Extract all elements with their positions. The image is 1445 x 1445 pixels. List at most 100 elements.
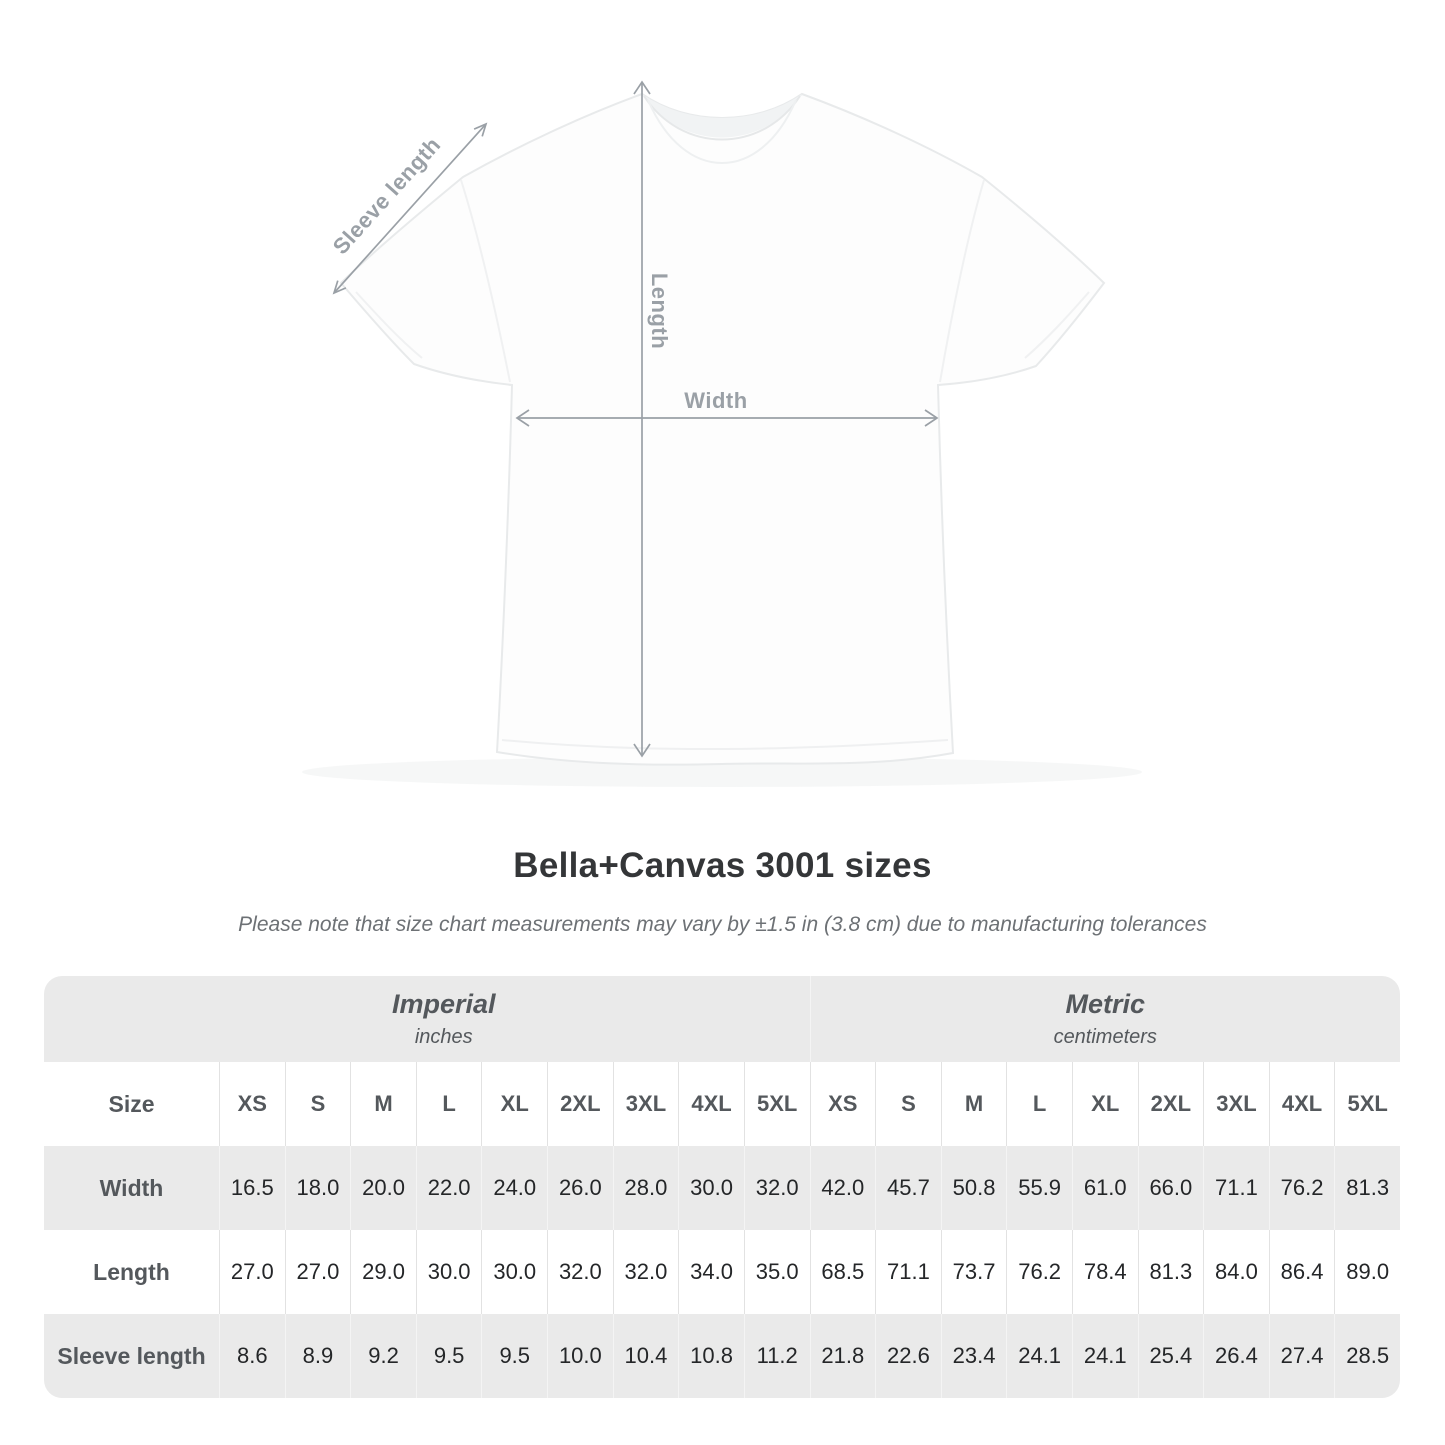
size-col-metric-5xl: 5XL: [1334, 1062, 1400, 1146]
width-metric-3xl: 71.1: [1203, 1146, 1269, 1230]
left-sleeve-seam: [460, 179, 511, 383]
shirt-shadow: [302, 757, 1142, 787]
length-metric-4xl: 86.4: [1268, 1230, 1335, 1314]
size-col-imperial-xs: XS: [219, 1062, 285, 1146]
metric-header: Metric centimeters: [809, 976, 1401, 1062]
size-col-imperial-4xl: 4XL: [678, 1062, 744, 1146]
sleeve-imperial-xs: 8.6: [219, 1314, 285, 1398]
length-imperial-4xl: 34.0: [678, 1230, 744, 1314]
table-row-width: Width 16.5 18.0 20.0 22.0 24.0 26.0 28.0…: [44, 1146, 1400, 1230]
size-col-metric-l: L: [1006, 1062, 1072, 1146]
sleeve-imperial-2xl: 10.0: [547, 1314, 613, 1398]
tshirt-measurement-diagram: Sleeve length Length Width: [302, 80, 1142, 787]
length-imperial-3xl: 32.0: [612, 1230, 679, 1314]
width-metric-5xl: 81.3: [1334, 1146, 1400, 1230]
sleeve-imperial-3xl: 10.4: [612, 1314, 679, 1398]
size-col-imperial-5xl: 5XL: [743, 1062, 810, 1146]
tshirt-graphic: [302, 80, 1142, 787]
sleeve-metric-2xl: 25.4: [1137, 1314, 1204, 1398]
size-header-row: Size XS S M L XL 2XL 3XL 4XL 5XL XS S M …: [44, 1062, 1400, 1146]
left-cuff-stitch: [355, 291, 423, 359]
sleeve-imperial-xl: 9.5: [481, 1314, 547, 1398]
length-metric-5xl: 89.0: [1334, 1230, 1400, 1314]
length-imperial-2xl: 32.0: [547, 1230, 613, 1314]
size-col-imperial-m: M: [350, 1062, 416, 1146]
sleeve-imperial-l: 9.5: [415, 1314, 482, 1398]
corner-label: Size: [108, 1090, 155, 1117]
length-metric-xl: 78.4: [1071, 1230, 1138, 1314]
right-cuff-stitch: [1024, 291, 1090, 359]
width-metric-2xl: 66.0: [1137, 1146, 1204, 1230]
right-sleeve-seam: [939, 179, 985, 383]
sleeve-imperial-5xl: 11.2: [743, 1314, 810, 1398]
row-label-length: Length: [93, 1258, 170, 1285]
size-col-imperial-l: L: [415, 1062, 482, 1146]
row-label-width: Width: [99, 1174, 164, 1201]
unit-header-row: Imperial inches Metric centimeters: [44, 976, 1400, 1062]
width-metric-xl: 61.0: [1071, 1146, 1138, 1230]
width-imperial-4xl: 30.0: [678, 1146, 744, 1230]
collar-seam: [647, 99, 797, 164]
sleeve-length-arrow: [332, 122, 488, 295]
table-row-length: Length 27.0 27.0 29.0 30.0 30.0 32.0 32.…: [44, 1230, 1400, 1314]
width-metric-4xl: 76.2: [1268, 1146, 1335, 1230]
size-col-imperial-xl: XL: [481, 1062, 547, 1146]
sleeve-imperial-4xl: 10.8: [678, 1314, 744, 1398]
sleeve-imperial-m: 9.2: [350, 1314, 416, 1398]
sleeve-metric-3xl: 26.4: [1203, 1314, 1269, 1398]
length-imperial-l: 30.0: [415, 1230, 482, 1314]
size-col-metric-m: M: [940, 1062, 1007, 1146]
width-imperial-xs: 16.5: [219, 1146, 285, 1230]
width-annotation: Width: [684, 388, 748, 413]
width-imperial-xl: 24.0: [481, 1146, 547, 1230]
size-col-metric-4xl: 4XL: [1268, 1062, 1335, 1146]
sleeve-metric-5xl: 28.5: [1334, 1314, 1400, 1398]
size-col-metric-3xl: 3XL: [1203, 1062, 1269, 1146]
length-imperial-xl: 30.0: [481, 1230, 547, 1314]
width-imperial-2xl: 26.0: [547, 1146, 613, 1230]
length-metric-m: 73.7: [940, 1230, 1007, 1314]
size-col-metric-2xl: 2XL: [1137, 1062, 1204, 1146]
length-annotation: Length: [647, 272, 672, 350]
sleeve-metric-l: 24.1: [1006, 1314, 1072, 1398]
sleeve-imperial-s: 8.9: [284, 1314, 351, 1398]
collar-band-top: [643, 95, 801, 141]
size-col-imperial-s: S: [284, 1062, 351, 1146]
size-col-metric-xl: XL: [1071, 1062, 1138, 1146]
page-title: Bella+Canvas 3001 sizes: [513, 846, 932, 885]
width-metric-s: 45.7: [875, 1146, 941, 1230]
width-imperial-5xl: 32.0: [743, 1146, 810, 1230]
sleeve-metric-m: 23.4: [940, 1314, 1007, 1398]
width-imperial-s: 18.0: [284, 1146, 351, 1230]
width-arrow: [515, 409, 939, 427]
sleeve-metric-4xl: 27.4: [1268, 1314, 1335, 1398]
length-imperial-5xl: 35.0: [743, 1230, 810, 1314]
width-metric-l: 55.9: [1006, 1146, 1072, 1230]
metric-label: Metric: [1065, 989, 1146, 1019]
width-imperial-m: 20.0: [350, 1146, 416, 1230]
sleeve-metric-xs: 21.8: [809, 1314, 876, 1398]
width-metric-m: 50.8: [940, 1146, 1007, 1230]
length-metric-2xl: 81.3: [1137, 1230, 1204, 1314]
table-row-sleeve-length: Sleeve length 8.6 8.9 9.2 9.5 9.5 10.0 1…: [44, 1314, 1400, 1398]
size-col-imperial-3xl: 3XL: [612, 1062, 679, 1146]
imperial-label: Imperial: [391, 989, 496, 1019]
imperial-unit: inches: [414, 1026, 473, 1048]
tolerance-note: Please note that size chart measurements…: [238, 913, 1207, 936]
size-col-metric-xs: XS: [809, 1062, 876, 1146]
width-metric-xs: 42.0: [809, 1146, 876, 1230]
width-imperial-3xl: 28.0: [612, 1146, 679, 1230]
tshirt-outline: [339, 92, 1106, 766]
length-arrow: [633, 80, 651, 758]
neck-opening: [642, 94, 802, 138]
sleeve-metric-s: 22.6: [875, 1314, 941, 1398]
length-imperial-s: 27.0: [284, 1230, 351, 1314]
imperial-header: Imperial inches: [44, 976, 810, 1062]
length-metric-xs: 68.5: [809, 1230, 876, 1314]
sleeve-metric-xl: 24.1: [1071, 1314, 1138, 1398]
row-label-sleeve-length: Sleeve length: [57, 1342, 206, 1369]
length-metric-3xl: 84.0: [1203, 1230, 1269, 1314]
size-col-imperial-2xl: 2XL: [547, 1062, 613, 1146]
length-imperial-m: 29.0: [350, 1230, 416, 1314]
size-table: Imperial inches Metric centimeters Size …: [44, 976, 1400, 1398]
